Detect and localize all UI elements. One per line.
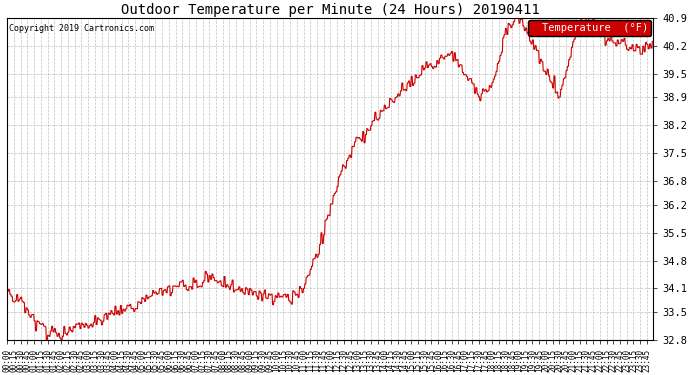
Legend: Temperature  (°F): Temperature (°F) <box>529 20 651 36</box>
Text: Copyright 2019 Cartronics.com: Copyright 2019 Cartronics.com <box>8 24 154 33</box>
Title: Outdoor Temperature per Minute (24 Hours) 20190411: Outdoor Temperature per Minute (24 Hours… <box>121 3 540 17</box>
